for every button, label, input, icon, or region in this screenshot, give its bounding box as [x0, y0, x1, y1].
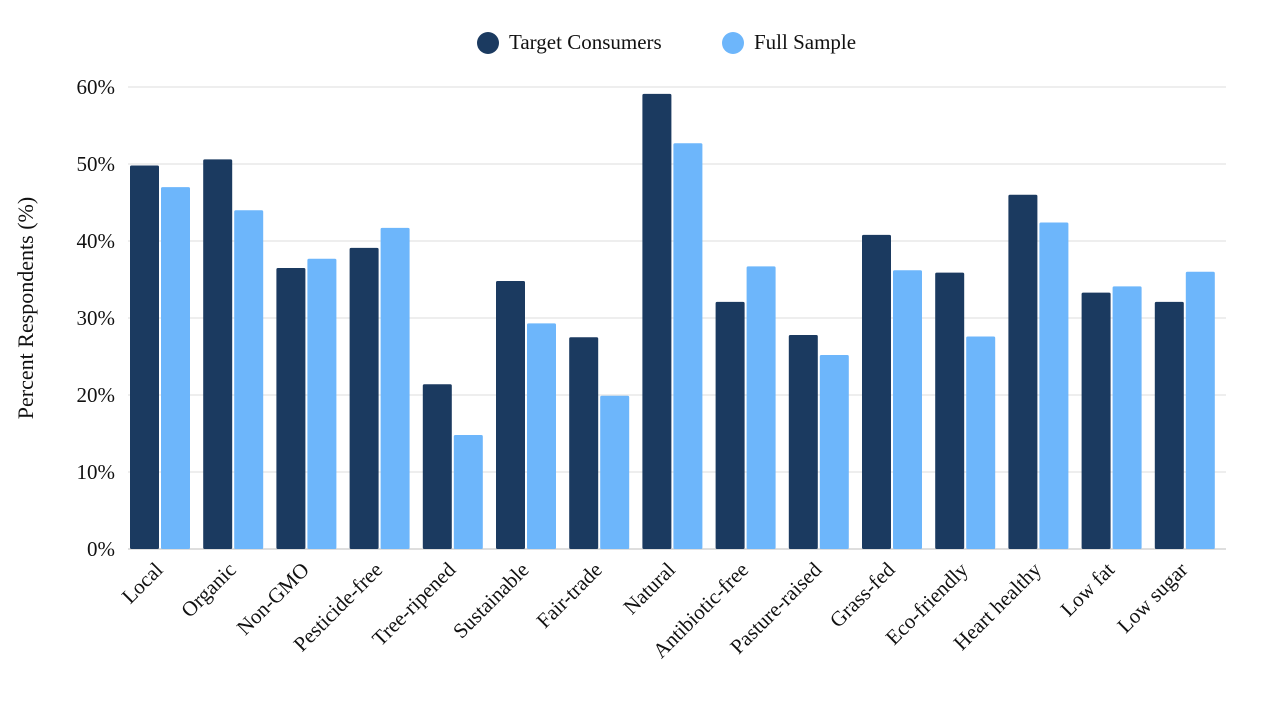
bar-target-consumers	[349, 247, 379, 549]
bar-full-sample	[746, 266, 776, 549]
bar-full-sample	[893, 270, 922, 549]
bar-target-consumers	[496, 281, 525, 549]
bar-target-consumers	[1081, 292, 1111, 549]
bar-full-sample	[453, 435, 483, 549]
y-tick-label: 0%	[87, 537, 115, 561]
y-tick-label: 50%	[77, 152, 116, 176]
bar-full-sample	[1185, 271, 1215, 549]
bar-target-consumers	[862, 234, 891, 549]
bar-full-sample	[1039, 222, 1069, 549]
x-tick-label: Natural	[618, 557, 680, 619]
x-tick-label: Grass-fed	[825, 557, 900, 632]
bar-target-consumers	[203, 159, 233, 549]
legend-label-full-sample: Full Sample	[754, 30, 857, 54]
bar-full-sample	[1112, 286, 1142, 549]
x-tick-label: Low sugar	[1112, 558, 1192, 638]
bar-full-sample	[966, 336, 996, 549]
y-tick-label: 30%	[77, 306, 116, 330]
bar-full-sample	[819, 354, 849, 549]
bar-target-consumers	[935, 272, 965, 549]
bar-full-sample	[673, 143, 703, 549]
bar-target-consumers	[788, 334, 818, 549]
legend-label-target-consumers: Target Consumers	[509, 30, 662, 54]
legend-item-full-sample: Full Sample	[722, 30, 856, 55]
x-tick-label: Sustainable	[448, 558, 533, 643]
bar-full-sample	[380, 227, 410, 549]
legend-swatch-full-sample	[722, 31, 744, 54]
bar-target-consumers	[276, 267, 306, 549]
x-tick-label: Organic	[176, 558, 241, 623]
x-tick-label: Fair-trade	[532, 558, 607, 633]
bar-target-consumers	[715, 301, 745, 549]
bar-target-consumers	[422, 384, 452, 549]
legend-swatch-target-consumers	[477, 31, 499, 54]
bar-full-sample	[527, 323, 556, 549]
y-tick-label: 60%	[77, 75, 116, 99]
bar-target-consumers	[1154, 301, 1184, 549]
bar-target-consumers	[130, 165, 159, 550]
x-tick-label: Local	[117, 557, 168, 608]
y-tick-label: 10%	[77, 460, 116, 484]
y-tick-label: 40%	[77, 229, 116, 253]
x-tick-label: Low fat	[1056, 557, 1120, 621]
bar-full-sample	[161, 187, 190, 549]
bar-target-consumers	[1008, 194, 1038, 550]
bar-full-sample	[234, 210, 264, 549]
legend: Target Consumers Full Sample	[0, 30, 1268, 62]
y-tick-label: 20%	[77, 383, 116, 407]
legend-item-target-consumers: Target Consumers	[477, 30, 662, 55]
bar-full-sample	[307, 258, 337, 549]
bar-target-consumers	[569, 337, 599, 549]
bar-target-consumers	[642, 93, 672, 550]
bar-full-sample	[600, 395, 630, 549]
